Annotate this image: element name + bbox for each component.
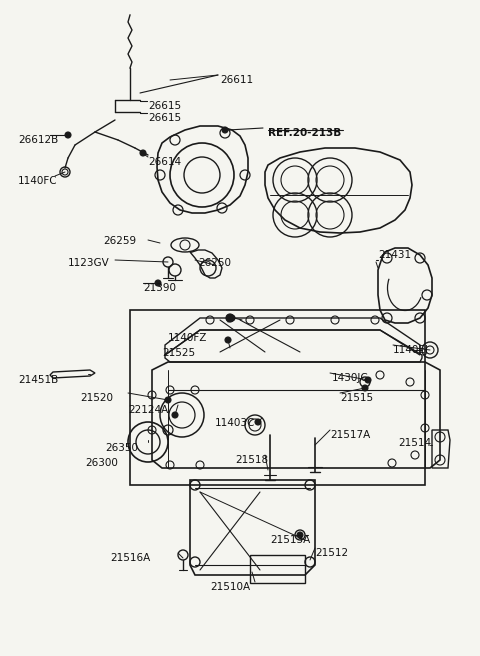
Text: REF.20-213B: REF.20-213B — [268, 128, 341, 138]
Text: 26350: 26350 — [105, 443, 138, 453]
Text: 26612B: 26612B — [18, 135, 58, 145]
Circle shape — [225, 337, 231, 343]
Text: 11403C: 11403C — [215, 418, 255, 428]
Circle shape — [222, 127, 228, 133]
Circle shape — [255, 419, 261, 425]
Text: 21512: 21512 — [315, 548, 348, 558]
Circle shape — [362, 385, 368, 391]
Text: 1140FC: 1140FC — [18, 176, 58, 186]
Text: 26615: 26615 — [148, 113, 181, 123]
Text: 26611: 26611 — [220, 75, 253, 85]
Text: 21515: 21515 — [340, 393, 373, 403]
Circle shape — [365, 377, 371, 383]
Text: 1140EJ: 1140EJ — [393, 345, 429, 355]
Text: 21516A: 21516A — [110, 553, 150, 563]
Bar — [250, 555, 305, 583]
Text: 1140FZ: 1140FZ — [168, 333, 207, 343]
Text: 26614: 26614 — [148, 157, 181, 167]
Text: 26615: 26615 — [148, 101, 181, 111]
Text: 21520: 21520 — [80, 393, 113, 403]
Text: 21431: 21431 — [378, 250, 411, 260]
Text: 21514: 21514 — [398, 438, 431, 448]
Text: 21390: 21390 — [143, 283, 176, 293]
Circle shape — [172, 412, 178, 418]
Circle shape — [297, 532, 303, 538]
Circle shape — [140, 150, 146, 156]
Text: 26250: 26250 — [198, 258, 231, 268]
Circle shape — [165, 397, 171, 403]
Text: 26300: 26300 — [85, 458, 118, 468]
Text: 21517A: 21517A — [330, 430, 370, 440]
Text: 21510A: 21510A — [210, 582, 250, 592]
Circle shape — [229, 315, 235, 321]
Text: 21451B: 21451B — [18, 375, 58, 385]
Text: 21518: 21518 — [235, 455, 268, 465]
Circle shape — [226, 314, 234, 322]
Text: 21525: 21525 — [162, 348, 195, 358]
Circle shape — [65, 132, 71, 138]
Circle shape — [155, 280, 161, 286]
Bar — [130, 310, 425, 485]
Text: 22124A: 22124A — [128, 405, 168, 415]
Text: 1123GV: 1123GV — [68, 258, 110, 268]
Text: 1430JC: 1430JC — [332, 373, 369, 383]
Text: 26259: 26259 — [103, 236, 136, 246]
Text: 21513A: 21513A — [270, 535, 310, 545]
